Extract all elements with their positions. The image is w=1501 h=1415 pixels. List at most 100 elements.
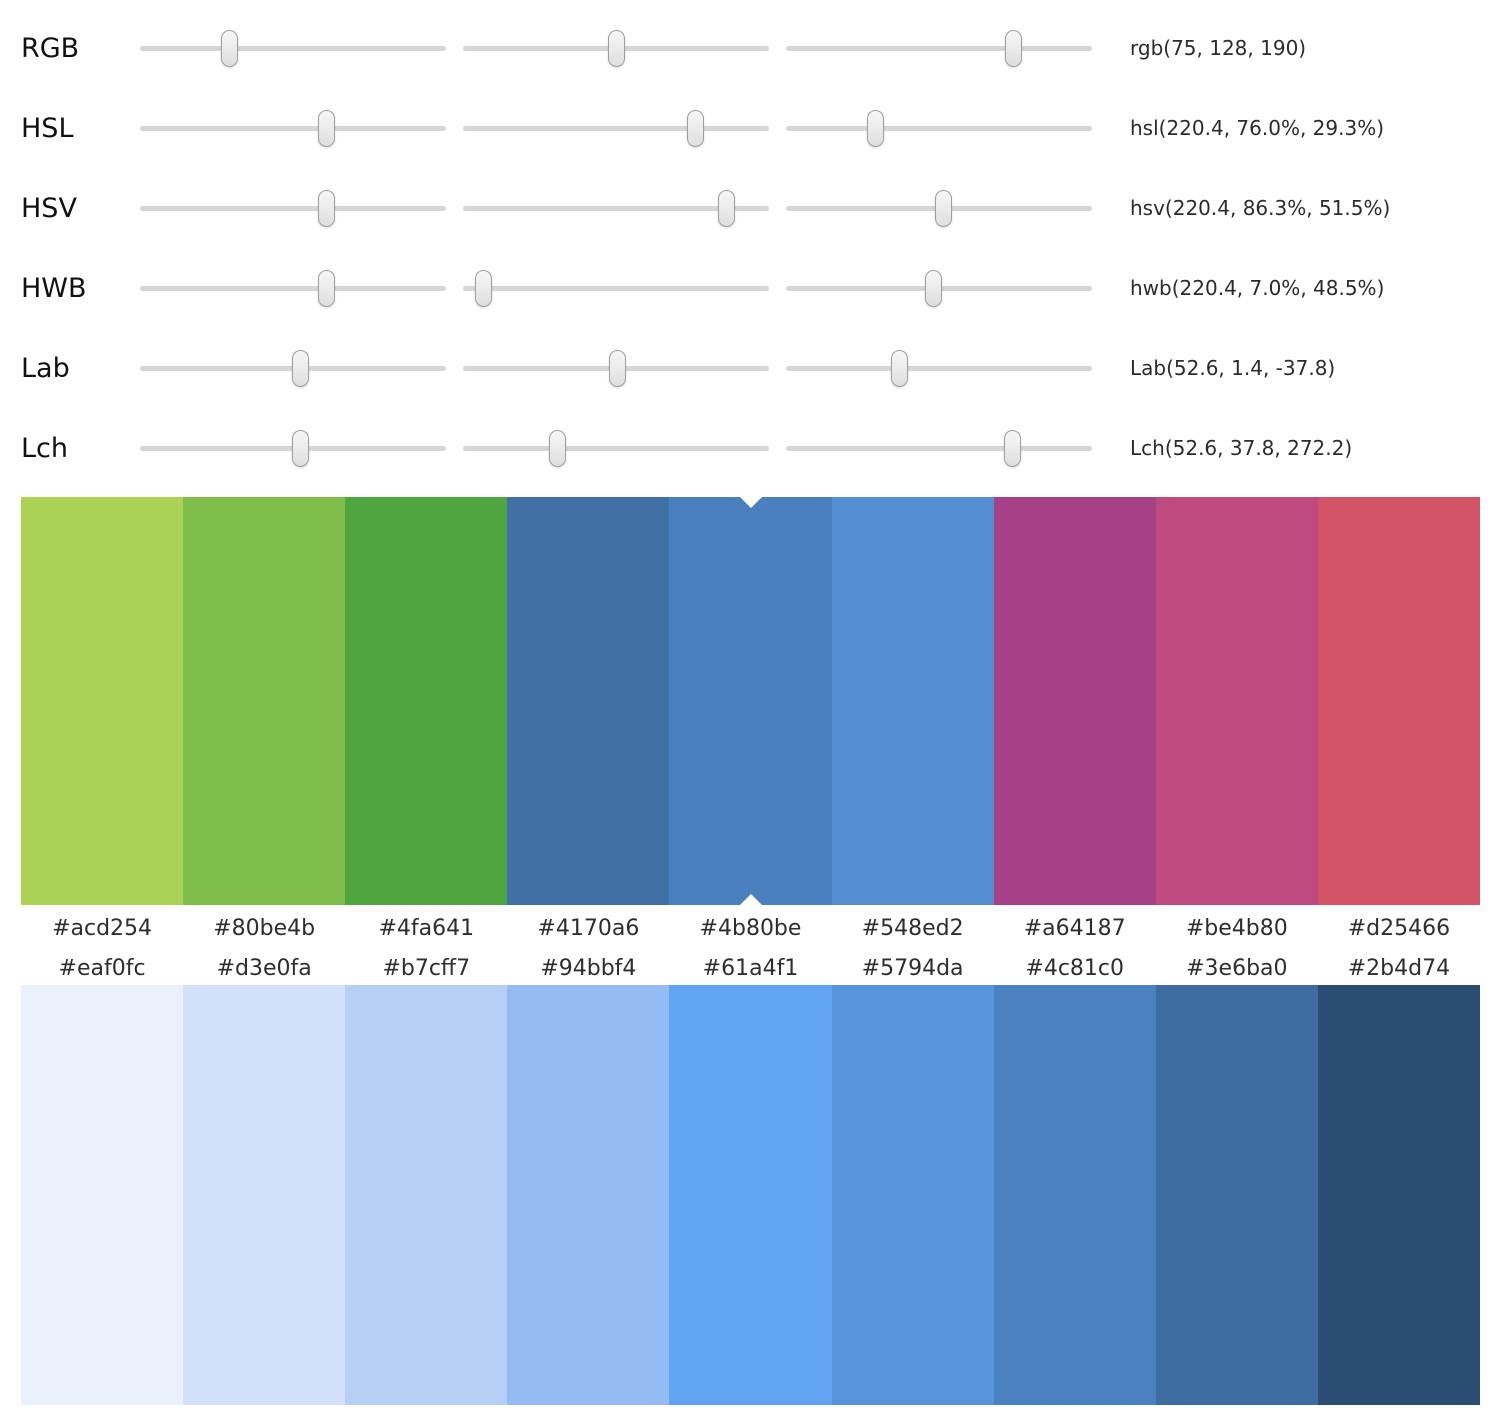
hsl-h-slider[interactable] <box>140 106 446 150</box>
hsv-h-slider[interactable] <box>140 186 446 230</box>
selected-swatch-marker-bottom-icon <box>739 894 762 905</box>
slider-thumb[interactable] <box>925 269 943 307</box>
slider-thumb[interactable] <box>318 189 336 227</box>
lab-b-slider[interactable] <box>786 346 1092 390</box>
slider-row-lab: Lab Lab(52.6, 1.4, -37.8) <box>21 328 1480 408</box>
hex-label: #80be4b <box>213 915 316 941</box>
rgb-b-slider[interactable] <box>786 26 1092 70</box>
hwb-row-label: HWB <box>21 272 87 304</box>
slider-thumb[interactable] <box>607 29 625 67</box>
hex-label: #4c81c0 <box>1025 955 1125 981</box>
hwb-b-slider[interactable] <box>786 266 1092 310</box>
lab-value-readout: Lab(52.6, 1.4, -37.8) <box>1130 356 1336 380</box>
slider-thumb[interactable] <box>609 349 627 387</box>
hex-label: #94bbf4 <box>540 955 637 981</box>
selected-swatch-marker-top-icon <box>739 497 762 508</box>
slider-row-hsl: HSL hsl(220.4, 76.0%, 29.3%) <box>21 88 1480 168</box>
lch-row-label: Lch <box>21 432 68 464</box>
hex-label: #548ed2 <box>861 915 964 941</box>
hsv-s-slider[interactable] <box>463 186 769 230</box>
harmony-swatch[interactable] <box>507 497 670 905</box>
slider-thumb[interactable] <box>866 109 884 147</box>
scale-swatch[interactable] <box>345 985 508 1405</box>
hwb-value-readout: hwb(220.4, 7.0%, 48.5%) <box>1130 276 1385 300</box>
lch-h-slider[interactable] <box>786 426 1092 470</box>
harmony-swatch[interactable] <box>183 497 346 905</box>
slider-thumb[interactable] <box>548 429 566 467</box>
slider-thumb[interactable] <box>686 109 704 147</box>
slider-row-hwb: HWB hwb(220.4, 7.0%, 48.5%) <box>21 248 1480 328</box>
slider-track <box>463 445 769 451</box>
slider-thumb[interactable] <box>291 349 309 387</box>
slider-thumb[interactable] <box>718 189 736 227</box>
slider-track <box>786 45 1092 51</box>
slider-thumb[interactable] <box>318 269 336 307</box>
hsv-row-label: HSV <box>21 192 77 224</box>
hwb-h-slider[interactable] <box>140 266 446 310</box>
harmony-swatch[interactable] <box>669 497 832 905</box>
hex-label: #a64187 <box>1023 915 1126 941</box>
hex-label: #3e6ba0 <box>1186 955 1288 981</box>
hex-label: #be4b80 <box>1185 915 1288 941</box>
slider-track <box>463 205 769 211</box>
scale-swatch[interactable] <box>183 985 346 1405</box>
harmony-swatch[interactable] <box>831 497 994 905</box>
hsl-s-slider[interactable] <box>463 106 769 150</box>
slider-thumb[interactable] <box>891 349 909 387</box>
slider-track <box>463 125 769 131</box>
slider-track <box>140 125 446 131</box>
scale-swatch[interactable] <box>831 985 994 1405</box>
rgb-r-slider[interactable] <box>140 26 446 70</box>
lab-l-slider[interactable] <box>140 346 446 390</box>
slider-thumb[interactable] <box>318 109 336 147</box>
hex-label: #d3e0fa <box>216 955 312 981</box>
slider-track <box>140 45 446 51</box>
slider-thumb[interactable] <box>475 269 493 307</box>
harmony-swatch[interactable] <box>1155 497 1318 905</box>
harmony-hex-labels: #acd254 #80be4b #4fa641 #4170a6 #4b80be … <box>21 905 1480 951</box>
scale-swatch[interactable] <box>507 985 670 1405</box>
slider-thumb[interactable] <box>220 29 238 67</box>
hex-label: #61a4f1 <box>702 955 799 981</box>
slider-thumb[interactable] <box>934 189 952 227</box>
slider-track <box>786 125 1092 131</box>
rgb-g-slider[interactable] <box>463 26 769 70</box>
hex-label: #b7cff7 <box>382 955 471 981</box>
scale-swatch[interactable] <box>993 985 1156 1405</box>
harmony-swatch[interactable] <box>993 497 1156 905</box>
lch-l-slider[interactable] <box>140 426 446 470</box>
hsv-v-slider[interactable] <box>786 186 1092 230</box>
slider-row-lch: Lch Lch(52.6, 37.8, 272.2) <box>21 408 1480 488</box>
slider-thumb[interactable] <box>291 429 309 467</box>
lch-c-slider[interactable] <box>463 426 769 470</box>
hsl-l-slider[interactable] <box>786 106 1092 150</box>
scale-hex-labels: #eaf0fc #d3e0fa #b7cff7 #94bbf4 #61a4f1 … <box>21 951 1480 985</box>
hex-label: #2b4d74 <box>1347 955 1451 981</box>
hex-label: #4b80be <box>699 915 802 941</box>
harmony-swatch[interactable] <box>21 497 184 905</box>
scale-palette <box>21 985 1480 1405</box>
scale-swatch[interactable] <box>1317 985 1480 1405</box>
scale-swatch[interactable] <box>669 985 832 1405</box>
lab-row-label: Lab <box>21 352 70 384</box>
slider-thumb[interactable] <box>1004 429 1022 467</box>
hex-label: #4fa641 <box>378 915 475 941</box>
hex-label: #5794da <box>861 955 964 981</box>
slider-row-rgb: RGB rgb(75, 128, 190) <box>21 8 1480 88</box>
hsl-value-readout: hsl(220.4, 76.0%, 29.3%) <box>1130 116 1385 140</box>
hsv-value-readout: hsv(220.4, 86.3%, 51.5%) <box>1130 196 1391 220</box>
lch-value-readout: Lch(52.6, 37.8, 272.2) <box>1130 436 1353 460</box>
rgb-value-readout: rgb(75, 128, 190) <box>1130 36 1307 60</box>
scale-swatch[interactable] <box>21 985 184 1405</box>
harmony-swatch[interactable] <box>1317 497 1480 905</box>
lab-a-slider[interactable] <box>463 346 769 390</box>
slider-track <box>463 285 769 291</box>
hsl-row-label: HSL <box>21 112 74 144</box>
slider-thumb[interactable] <box>1004 29 1022 67</box>
scale-swatch[interactable] <box>1155 985 1318 1405</box>
hex-label: #acd254 <box>52 915 153 941</box>
hwb-w-slider[interactable] <box>463 266 769 310</box>
harmony-swatch[interactable] <box>345 497 508 905</box>
hex-label: #d25466 <box>1347 915 1451 941</box>
